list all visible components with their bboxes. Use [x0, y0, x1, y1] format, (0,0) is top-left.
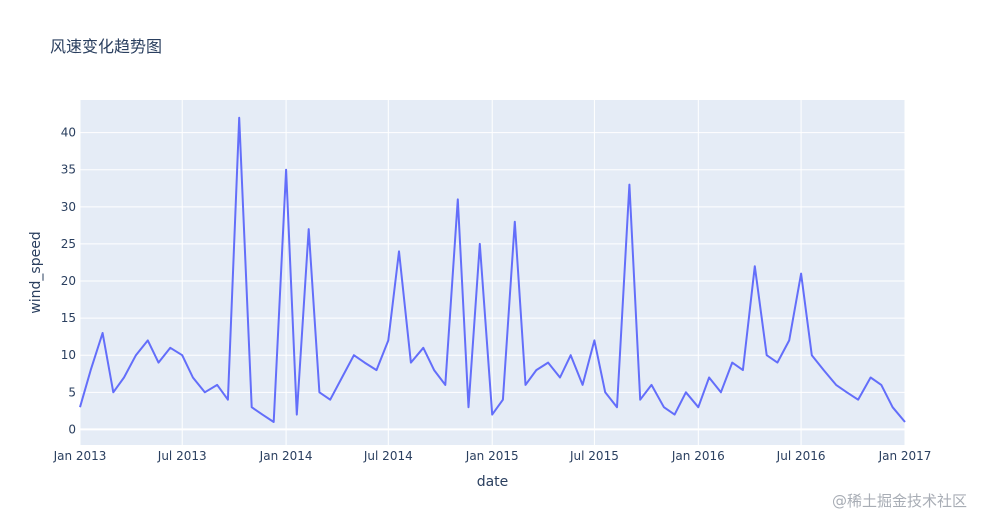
x-tick-label: Jul 2015 — [569, 449, 619, 463]
y-tick-label: 30 — [61, 200, 76, 214]
series-line-0 — [79, 116, 906, 423]
y-tick-label: 25 — [61, 237, 76, 251]
x-tick-label: Jan 2017 — [878, 449, 932, 463]
x-tick-label: Jan 2014 — [259, 449, 313, 463]
y-tick-label: 10 — [61, 348, 76, 362]
x-axis-title: date — [477, 474, 509, 490]
x-tick-label: Jan 2015 — [465, 449, 519, 463]
y-tick-label: 40 — [61, 126, 76, 140]
watermark: @稀土掘金技术社区 — [831, 492, 967, 510]
grid-lines — [79, 100, 906, 445]
x-tick-label: Jan 2016 — [671, 449, 725, 463]
y-tick-label: 0 — [68, 422, 76, 436]
series-layer — [79, 116, 906, 423]
y-tick-label: 35 — [61, 163, 76, 177]
y-tick-label: 15 — [61, 311, 76, 325]
y-axis-title: wind_speed — [28, 231, 44, 313]
x-tick-label: Jul 2016 — [776, 449, 826, 463]
chart-title: 风速变化趋势图 — [50, 37, 163, 56]
y-tick-label: 20 — [61, 274, 76, 288]
x-tick-label: Jan 2013 — [53, 449, 107, 463]
x-tick-label: Jul 2014 — [363, 449, 413, 463]
x-tick-label: Jul 2013 — [157, 449, 207, 463]
axis-labels: 0 5 10 15 20 25 30 35 40 Jan 2013 Jul 2013 Jan 2014… — [53, 126, 932, 463]
y-tick-label: 5 — [68, 385, 76, 399]
